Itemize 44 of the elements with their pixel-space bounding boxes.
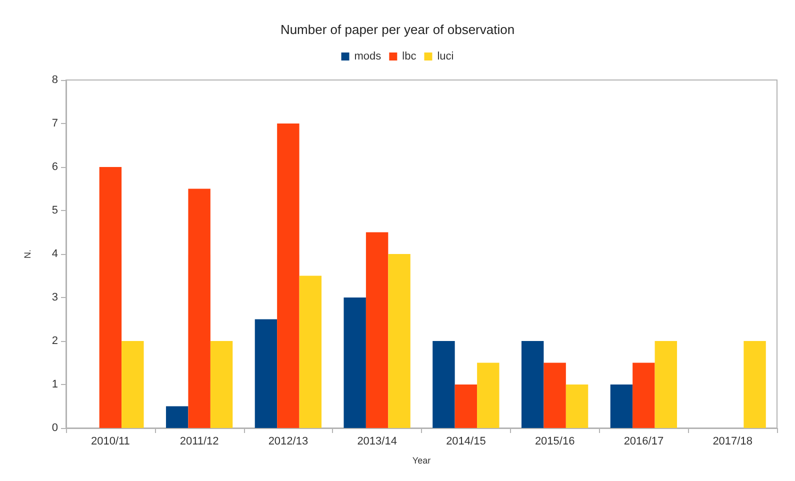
y-tick-label: 7 — [52, 118, 58, 130]
bar — [366, 232, 388, 428]
x-tick-label: 2012/13 — [268, 436, 308, 448]
legend-label: mods — [354, 50, 382, 62]
y-tick-label: 0 — [52, 422, 58, 434]
x-tick-label: 2014/15 — [446, 436, 486, 448]
y-tick-label: 1 — [52, 378, 58, 390]
bar — [432, 341, 455, 428]
y-tick-label: 4 — [52, 248, 58, 260]
bar — [210, 341, 233, 428]
bar — [566, 384, 588, 428]
y-tick-label: 6 — [52, 161, 58, 173]
bar — [254, 319, 278, 428]
x-tick-label: 2010/11 — [90, 436, 130, 448]
bar — [299, 276, 322, 428]
bar — [388, 254, 410, 428]
x-tick-label: 2016/17 — [624, 436, 664, 448]
bar — [454, 384, 478, 428]
y-tick-label: 8 — [52, 74, 58, 86]
bar — [277, 124, 300, 428]
bar — [632, 362, 655, 428]
bar — [477, 362, 500, 428]
bar — [166, 406, 188, 428]
x-tick-label: 2011/12 — [180, 436, 219, 448]
x-axis-title: Year — [412, 456, 431, 466]
bar — [521, 341, 544, 428]
y-tick-label: 3 — [52, 292, 58, 304]
x-tick-label: 2015/16 — [534, 436, 575, 448]
legend-label: luci — [437, 50, 454, 62]
y-tick-label: 5 — [52, 204, 58, 216]
legend-label: lbc — [402, 50, 417, 62]
bar — [122, 341, 144, 428]
y-tick-label: 2 — [52, 335, 58, 347]
bar — [344, 298, 366, 428]
bar — [99, 167, 122, 428]
bar — [610, 384, 633, 428]
x-tick-label: 2017/18 — [712, 436, 752, 448]
bar — [188, 188, 210, 428]
bar — [654, 341, 678, 428]
bar — [744, 341, 766, 428]
y-axis-title: N. — [22, 250, 32, 258]
x-tick-label: 2013/14 — [357, 436, 397, 448]
chart-title: Number of paper per year of observation — [280, 22, 515, 37]
bar — [544, 362, 566, 428]
